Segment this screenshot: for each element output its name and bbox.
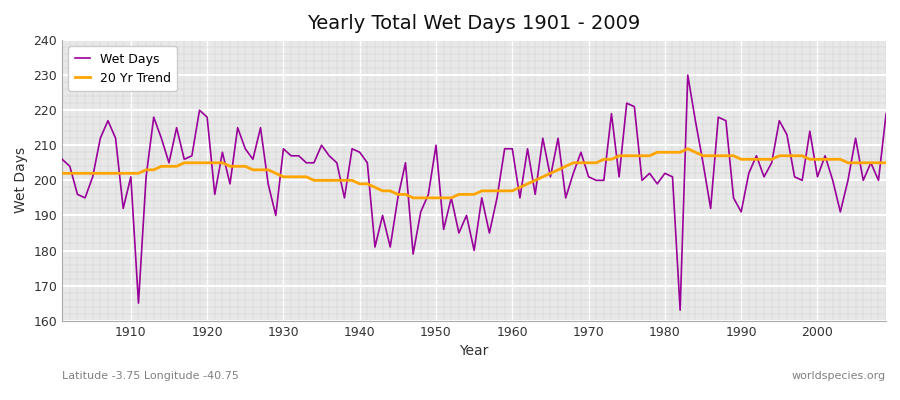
Wet Days (500, 146, 510, 151)
Line: Wet Days: Wet Days (62, 75, 886, 310)
Title: Yearly Total Wet Days 1901 - 2009: Yearly Total Wet Days 1901 - 2009 (308, 14, 641, 33)
20 Yr Trend (881, 160, 892, 165)
20 Yr Trend (515, 185, 526, 190)
Wet Days (118, 206, 129, 211)
Wet Days (331, 160, 342, 165)
Wet Days (57, 157, 68, 162)
20 Yr Trend (118, 171, 129, 176)
Legend: Wet Days, 20 Yr Trend: Wet Days, 20 Yr Trend (68, 46, 177, 91)
20 Yr Trend (682, 146, 693, 151)
Wet Days (598, 178, 609, 183)
X-axis label: Year: Year (460, 344, 489, 358)
Wet Days (285, 153, 296, 158)
20 Yr Trend (606, 157, 616, 162)
Wet Days (881, 111, 892, 116)
Wet Days (675, 308, 686, 312)
Wet Days (507, 146, 517, 151)
20 Yr Trend (57, 171, 68, 176)
Text: Latitude -3.75 Longitude -40.75: Latitude -3.75 Longitude -40.75 (62, 371, 239, 381)
20 Yr Trend (408, 196, 418, 200)
20 Yr Trend (331, 178, 342, 183)
20 Yr Trend (507, 188, 517, 193)
Text: worldspecies.org: worldspecies.org (792, 371, 886, 381)
Wet Days (682, 73, 693, 78)
Line: 20 Yr Trend: 20 Yr Trend (62, 149, 886, 198)
Y-axis label: Wet Days: Wet Days (14, 147, 28, 213)
20 Yr Trend (285, 174, 296, 179)
